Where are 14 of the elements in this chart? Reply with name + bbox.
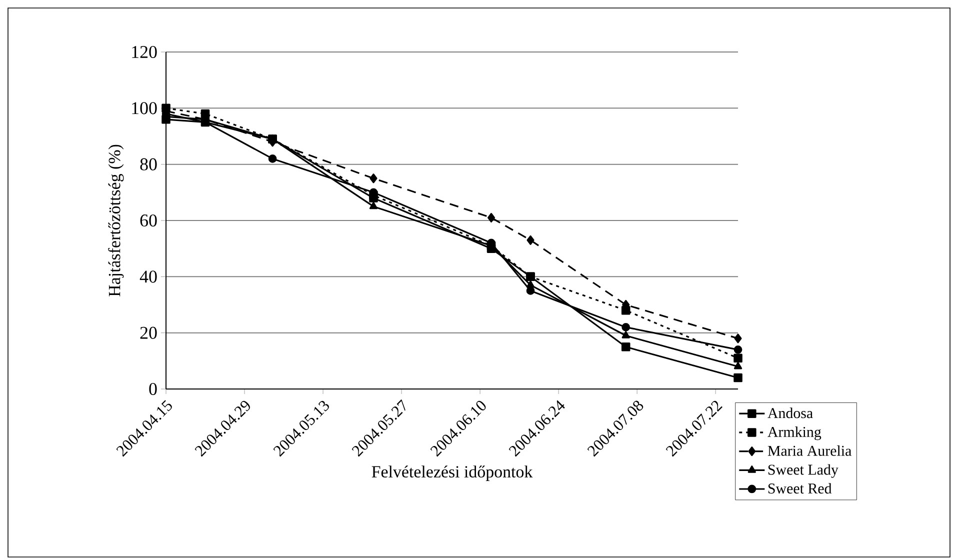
y-tick-label: 20	[140, 326, 157, 339]
y-tick-label: 120	[132, 46, 157, 58]
y-axis-title: Hajtásfertőzöttség (%)	[108, 144, 124, 296]
y-tick-label: 40	[140, 270, 157, 283]
y-tick-label: 0	[149, 382, 157, 396]
legend-label: Armking	[768, 426, 822, 440]
x-axis-title: Felvételezési időpontok	[372, 466, 533, 481]
y-tick-label: 100	[132, 102, 157, 114]
y-tick-label: 80	[140, 158, 157, 170]
legend-label: Andosa	[768, 408, 813, 418]
legend-label: Sweet Lady	[768, 464, 838, 478]
legend-label: Maria Aurelia	[768, 445, 852, 456]
y-tick-label: 60	[140, 214, 157, 227]
legend-label: Sweet Red	[768, 483, 832, 494]
